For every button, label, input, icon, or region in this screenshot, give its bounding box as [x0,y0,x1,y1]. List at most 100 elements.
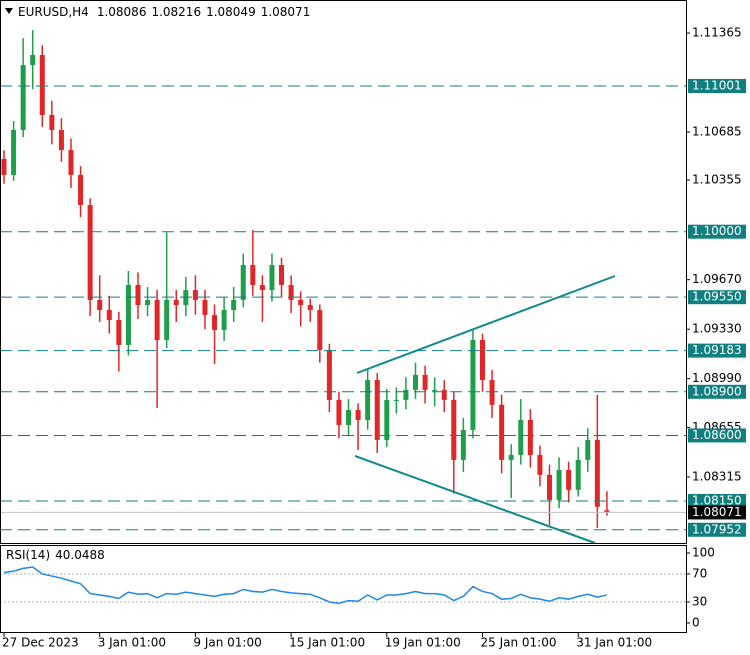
candle-body [192,290,198,300]
main-frame [0,0,687,544]
level-label-box [688,343,746,358]
candle-body [125,284,131,345]
candle-body [413,374,419,390]
ohlc-open: 1.08086 [97,5,147,19]
level-label: 1.10000 [692,224,742,238]
candle-body [221,309,227,330]
y-tick-label: 1.10685 [692,125,742,139]
candle-body [116,320,122,345]
level-label: 1.09183 [692,343,742,357]
candle-body [106,309,112,321]
candle-body [374,379,380,440]
trend-line-upper [356,275,616,374]
candle-body [20,65,26,130]
trend-line-lower [354,455,596,544]
current-price-box [688,505,746,520]
candle-body [307,305,313,310]
candle-body [30,55,36,66]
candle-body [78,174,84,206]
candle-body [68,150,74,175]
collapse-icon [5,8,13,14]
ohlc-high: 1.08216 [151,5,201,19]
candle-body [250,265,256,285]
plot-layer: 1.11365 1.10685 1.10355 1.09670 1.09330 1.089… [0,26,746,650]
ohlc-close: 1.08071 [261,5,311,19]
y-tick-label: 1.08315 [692,469,742,483]
rsi-value: 40.0488 [55,548,105,562]
candle-body [489,379,495,405]
candle-body [594,439,600,507]
level-label: 1.07952 [692,522,742,536]
candle-body [537,454,543,475]
y-tick-label: 30 [692,594,707,608]
candle-body [326,350,332,400]
x-tick-label: 3 Jan 01:00 [98,636,166,650]
candle-body [499,404,505,460]
candle-body [336,399,342,425]
x-tick-label: 9 Jan 01:00 [193,636,261,650]
candle-body [259,284,265,291]
candle-body [135,284,141,306]
candle-body [279,265,285,285]
candle-body [164,299,170,340]
candle-body [508,454,514,460]
y-tick-label: 1.09330 [692,322,742,336]
candle-body [365,379,371,421]
level-label: 1.11001 [692,79,742,93]
candle-body [173,299,179,306]
x-tick-label: 19 Jan 01:00 [385,636,461,650]
level-label-box [688,224,746,239]
x-tick-label: 15 Jan 01:00 [289,636,365,650]
candle-body [460,429,466,460]
candle-body [384,399,390,440]
level-label: 1.08150 [692,493,742,507]
x-tick-label: 27 Dec 2023 [2,636,79,650]
level-label: 1.09550 [692,290,742,304]
candle-body [527,420,533,455]
candle-body [451,399,457,460]
x-tick-label: 31 Jan 01:00 [576,636,652,650]
candle-body [518,420,524,455]
level-label-box [688,79,746,94]
y-tick-label: 100 [692,545,715,559]
candle-body [202,299,208,315]
candle-body [87,205,93,300]
level-label: 1.08900 [692,384,742,398]
ohlc-low: 1.08049 [206,5,256,19]
candle-body [212,314,218,330]
candle-body [480,339,485,380]
level-label-box [688,384,746,399]
candle-body [58,129,64,151]
candle-body [355,409,361,421]
candle-body [585,439,591,460]
candle-body [556,469,562,500]
candle-body [288,284,294,300]
symbol: EURUSD,H4 [18,5,89,19]
level-label-box [688,493,746,508]
candle-body [604,510,610,513]
candle-body [298,299,304,306]
candle-body [39,55,45,115]
candle-body [145,299,151,306]
current-price-label: 1.08071 [692,505,742,519]
rsi-line [3,566,608,605]
y-tick-label: 0 [692,615,700,629]
candle-body [393,399,399,401]
candle-body [231,299,237,310]
candle-body [11,129,17,175]
candle-body [317,309,323,351]
y-tick-label: 70 [692,566,707,580]
level-label-box [688,428,746,443]
y-tick-label: 1.11365 [692,26,742,40]
chart-title: EURUSD,H4 1.08086 1.08216 1.08049 1.08071 [18,5,310,19]
candle-body [546,474,552,500]
candle-body [432,389,438,391]
candle-body [97,299,103,310]
y-tick-label: 1.09670 [692,272,742,286]
y-tick-label: 1.08990 [692,371,742,385]
rsi-frame [0,545,687,633]
candle-body [403,389,409,400]
y-tick-label: 1.10355 [692,173,742,187]
candle-body [1,158,7,175]
